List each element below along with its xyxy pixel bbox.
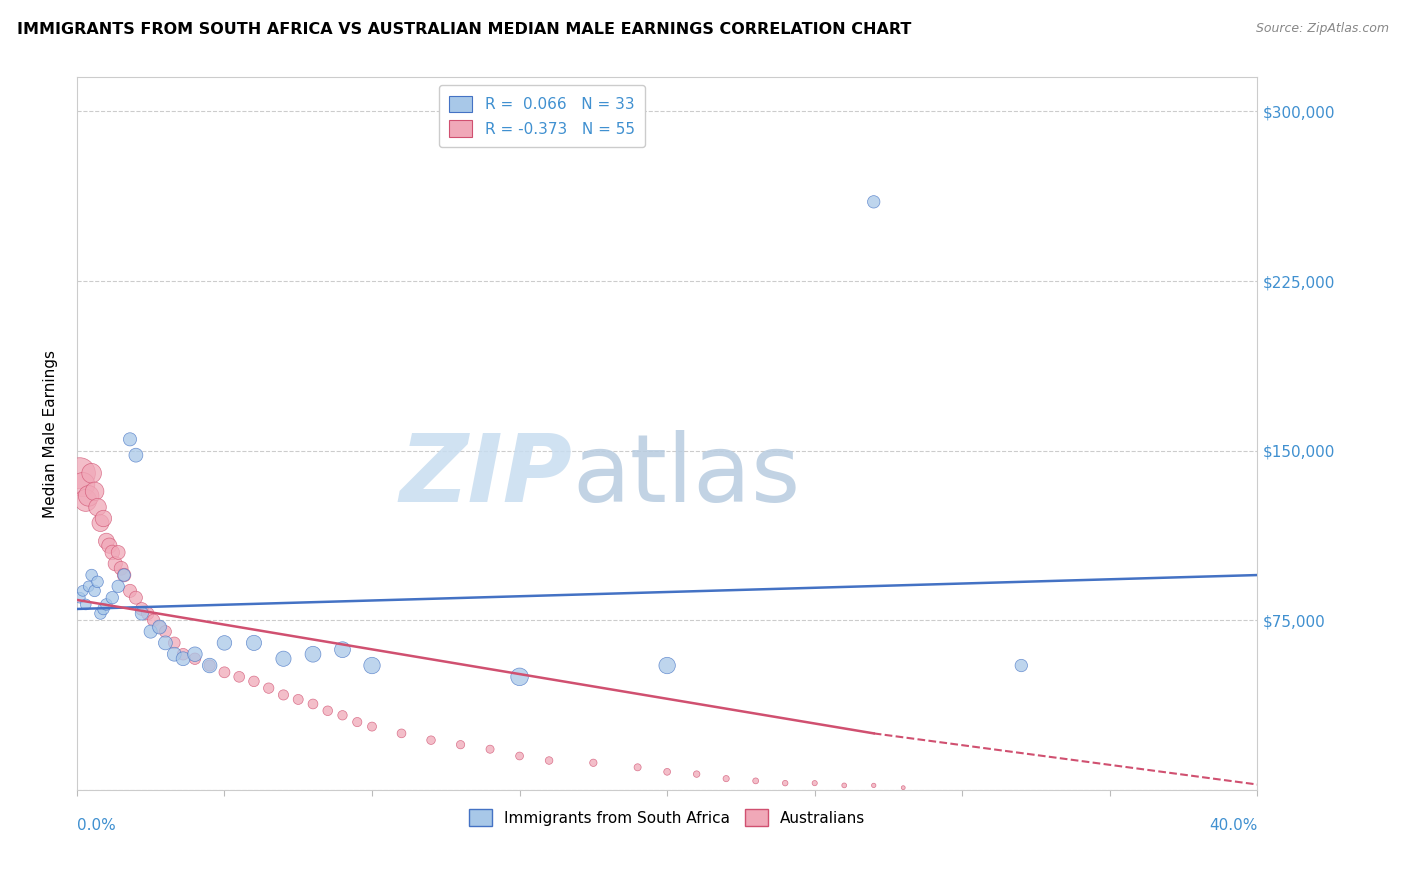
Point	[69, 591, 91, 605]
Point	[93, 511, 115, 525]
Point	[77, 489, 100, 503]
Point	[80, 568, 103, 582]
Point	[110, 561, 132, 575]
Point	[862, 194, 884, 209]
Point	[125, 591, 148, 605]
Point	[155, 636, 177, 650]
Point	[316, 704, 339, 718]
Point	[75, 493, 97, 508]
Text: 0.0%: 0.0%	[77, 819, 115, 833]
Legend: Immigrants from South Africa, Australians: Immigrants from South Africa, Australian…	[463, 804, 872, 832]
Point	[131, 607, 153, 621]
Point	[148, 620, 170, 634]
Point	[773, 776, 796, 790]
Point	[69, 467, 91, 481]
Point	[391, 726, 413, 740]
Point	[509, 749, 531, 764]
Text: IMMIGRANTS FROM SOUTH AFRICA VS AUSTRALIAN MEDIAN MALE EARNINGS CORRELATION CHAR: IMMIGRANTS FROM SOUTH AFRICA VS AUSTRALI…	[17, 22, 911, 37]
Point	[273, 688, 295, 702]
Point	[361, 720, 384, 734]
Point	[346, 714, 368, 729]
Point	[172, 651, 194, 665]
Point	[744, 773, 766, 788]
Point	[148, 620, 170, 634]
Point	[80, 467, 103, 481]
Point	[479, 742, 502, 756]
Point	[125, 448, 148, 462]
Point	[302, 697, 325, 711]
Point	[89, 516, 111, 530]
Point	[509, 670, 531, 684]
Point	[287, 692, 309, 706]
Point	[184, 651, 207, 665]
Point	[86, 500, 108, 515]
Point	[118, 433, 141, 447]
Point	[803, 776, 825, 790]
Point	[450, 738, 472, 752]
Point	[627, 760, 650, 774]
Point	[862, 778, 884, 792]
Point	[155, 624, 177, 639]
Point	[184, 647, 207, 661]
Point	[75, 598, 97, 612]
Point	[86, 574, 108, 589]
Point	[243, 636, 266, 650]
Point	[361, 658, 384, 673]
Point	[214, 636, 236, 650]
Point	[163, 636, 186, 650]
Point	[685, 767, 707, 781]
Point	[72, 477, 94, 491]
Point	[131, 602, 153, 616]
Point	[72, 583, 94, 598]
Point	[93, 602, 115, 616]
Point	[655, 764, 678, 779]
Point	[420, 733, 443, 747]
Text: Source: ZipAtlas.com: Source: ZipAtlas.com	[1256, 22, 1389, 36]
Point	[538, 754, 561, 768]
Point	[107, 545, 129, 559]
Point	[136, 607, 159, 621]
Point	[891, 780, 914, 795]
Point	[163, 647, 186, 661]
Text: atlas: atlas	[572, 431, 801, 523]
Point	[83, 583, 105, 598]
Point	[714, 772, 737, 786]
Point	[832, 778, 855, 792]
Point	[172, 647, 194, 661]
Point	[198, 658, 221, 673]
Text: ZIP: ZIP	[399, 431, 572, 523]
Text: 40.0%: 40.0%	[1209, 819, 1257, 833]
Point	[1010, 658, 1032, 673]
Point	[139, 624, 162, 639]
Y-axis label: Median Male Earnings: Median Male Earnings	[44, 350, 58, 517]
Point	[302, 647, 325, 661]
Point	[112, 568, 135, 582]
Point	[582, 756, 605, 770]
Point	[96, 534, 118, 549]
Point	[107, 579, 129, 593]
Point	[98, 539, 121, 553]
Point	[655, 658, 678, 673]
Point	[332, 642, 354, 657]
Point	[198, 658, 221, 673]
Point	[273, 651, 295, 665]
Point	[332, 708, 354, 723]
Point	[142, 613, 165, 627]
Point	[118, 583, 141, 598]
Point	[112, 568, 135, 582]
Point	[104, 557, 127, 571]
Point	[257, 681, 280, 695]
Point	[101, 591, 124, 605]
Point	[96, 598, 118, 612]
Point	[101, 545, 124, 559]
Point	[228, 670, 250, 684]
Point	[214, 665, 236, 680]
Point	[77, 579, 100, 593]
Point	[83, 484, 105, 499]
Point	[89, 607, 111, 621]
Point	[243, 674, 266, 689]
